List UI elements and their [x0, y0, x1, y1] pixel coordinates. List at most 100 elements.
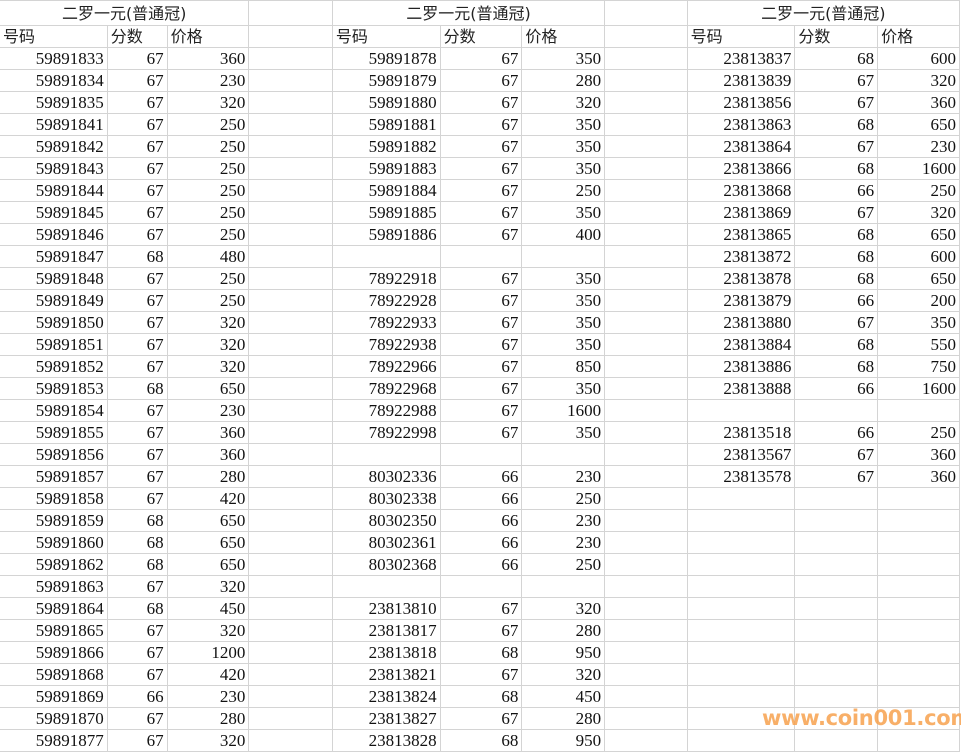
cell-score[interactable]: 67 — [439, 223, 523, 246]
empty-cell[interactable] — [604, 553, 688, 576]
cell-number[interactable]: 23813827 — [331, 707, 441, 730]
cell-number[interactable]: 23813879 — [686, 289, 796, 312]
empty-cell[interactable] — [248, 707, 333, 730]
cell-number[interactable]: 23813888 — [686, 377, 796, 400]
empty-cell[interactable] — [604, 333, 688, 356]
empty-cell[interactable] — [604, 663, 688, 686]
empty-cell[interactable] — [248, 289, 333, 312]
cell-score[interactable]: 66 — [794, 377, 879, 400]
cell-score[interactable]: 67 — [106, 201, 168, 224]
cell-price[interactable]: 230 — [166, 69, 250, 92]
cell-number[interactable]: 59891848 — [0, 267, 108, 290]
empty-cell[interactable] — [248, 531, 333, 554]
empty-cell[interactable] — [604, 575, 688, 598]
cell-number[interactable] — [331, 245, 441, 268]
cell-score[interactable]: 66 — [439, 509, 523, 532]
cell-price[interactable]: 950 — [521, 641, 606, 664]
cell-number[interactable]: 59891846 — [0, 223, 108, 246]
cell-price[interactable]: 230 — [521, 465, 606, 488]
empty-cell[interactable] — [248, 729, 333, 752]
cell-number[interactable]: 23813821 — [331, 663, 441, 686]
empty-cell[interactable] — [248, 619, 333, 642]
cell-score[interactable] — [794, 597, 879, 620]
cell-number[interactable]: 78922933 — [331, 311, 441, 334]
cell-number[interactable] — [686, 509, 796, 532]
cell-score[interactable]: 68 — [439, 685, 523, 708]
cell-price[interactable]: 230 — [166, 685, 250, 708]
cell-score[interactable]: 66 — [439, 531, 523, 554]
header-price[interactable]: 价格 — [521, 25, 606, 48]
cell-score[interactable]: 68 — [794, 223, 879, 246]
cell-price[interactable]: 250 — [877, 179, 960, 202]
cell-price[interactable]: 320 — [166, 619, 250, 642]
empty-cell[interactable] — [604, 201, 688, 224]
empty-cell[interactable] — [604, 443, 688, 466]
cell-number[interactable]: 59891860 — [0, 531, 108, 554]
cell-number[interactable]: 59891851 — [0, 333, 108, 356]
cell-price[interactable]: 450 — [521, 685, 606, 708]
cell-number[interactable]: 59891883 — [331, 157, 441, 180]
cell-number[interactable] — [331, 443, 441, 466]
empty-cell[interactable] — [604, 245, 688, 268]
cell-price[interactable]: 400 — [521, 223, 606, 246]
cell-price[interactable]: 250 — [521, 179, 606, 202]
cell-number[interactable]: 78922928 — [331, 289, 441, 312]
cell-price[interactable]: 280 — [521, 707, 606, 730]
cell-price[interactable]: 360 — [166, 421, 250, 444]
cell-number[interactable]: 80302361 — [331, 531, 441, 554]
cell-number[interactable] — [686, 685, 796, 708]
cell-number[interactable]: 23813824 — [331, 685, 441, 708]
cell-price[interactable]: 200 — [877, 289, 960, 312]
cell-score[interactable]: 68 — [794, 47, 879, 70]
cell-number[interactable] — [686, 619, 796, 642]
cell-number[interactable]: 23813872 — [686, 245, 796, 268]
cell-score[interactable]: 67 — [106, 223, 168, 246]
cell-price[interactable]: 230 — [521, 509, 606, 532]
empty-cell[interactable] — [604, 641, 688, 664]
cell-price[interactable]: 320 — [877, 69, 960, 92]
cell-price[interactable] — [521, 575, 606, 598]
cell-number[interactable]: 59891869 — [0, 685, 108, 708]
empty-cell[interactable] — [248, 179, 333, 202]
cell-score[interactable]: 67 — [106, 179, 168, 202]
cell-price[interactable] — [877, 575, 960, 598]
cell-price[interactable]: 360 — [877, 443, 960, 466]
empty-cell[interactable] — [248, 377, 333, 400]
cell-number[interactable]: 59891856 — [0, 443, 108, 466]
cell-score[interactable]: 67 — [794, 201, 879, 224]
empty-cell[interactable] — [248, 113, 333, 136]
cell-number[interactable]: 59891858 — [0, 487, 108, 510]
cell-score[interactable] — [794, 399, 879, 422]
cell-score[interactable]: 67 — [106, 289, 168, 312]
cell-price[interactable]: 1600 — [877, 377, 960, 400]
empty-cell[interactable] — [248, 333, 333, 356]
empty-cell[interactable] — [604, 69, 688, 92]
cell-number[interactable]: 59891845 — [0, 201, 108, 224]
cell-number[interactable]: 78922988 — [331, 399, 441, 422]
cell-number[interactable]: 59891881 — [331, 113, 441, 136]
block-title[interactable]: 二罗一元(普通冠) — [0, 0, 250, 26]
cell-score[interactable]: 67 — [106, 69, 168, 92]
empty-cell[interactable] — [604, 179, 688, 202]
cell-score[interactable]: 67 — [106, 333, 168, 356]
empty-cell[interactable] — [604, 47, 688, 70]
cell-price[interactable]: 320 — [521, 91, 606, 114]
cell-number[interactable]: 23813567 — [686, 443, 796, 466]
empty-cell[interactable] — [248, 157, 333, 180]
cell-number[interactable]: 23813880 — [686, 311, 796, 334]
cell-price[interactable]: 600 — [877, 245, 960, 268]
cell-price[interactable]: 350 — [877, 311, 960, 334]
empty-cell[interactable] — [604, 267, 688, 290]
cell-price[interactable]: 320 — [166, 311, 250, 334]
cell-number[interactable]: 59891843 — [0, 157, 108, 180]
cell-number[interactable]: 23813810 — [331, 597, 441, 620]
empty-cell[interactable] — [604, 597, 688, 620]
cell-number[interactable] — [686, 597, 796, 620]
cell-score[interactable]: 67 — [794, 443, 879, 466]
empty-cell[interactable] — [604, 619, 688, 642]
cell-number[interactable]: 59891878 — [331, 47, 441, 70]
cell-score[interactable] — [794, 553, 879, 576]
empty-cell[interactable] — [604, 0, 688, 26]
cell-price[interactable]: 350 — [521, 377, 606, 400]
cell-number[interactable]: 23813837 — [686, 47, 796, 70]
